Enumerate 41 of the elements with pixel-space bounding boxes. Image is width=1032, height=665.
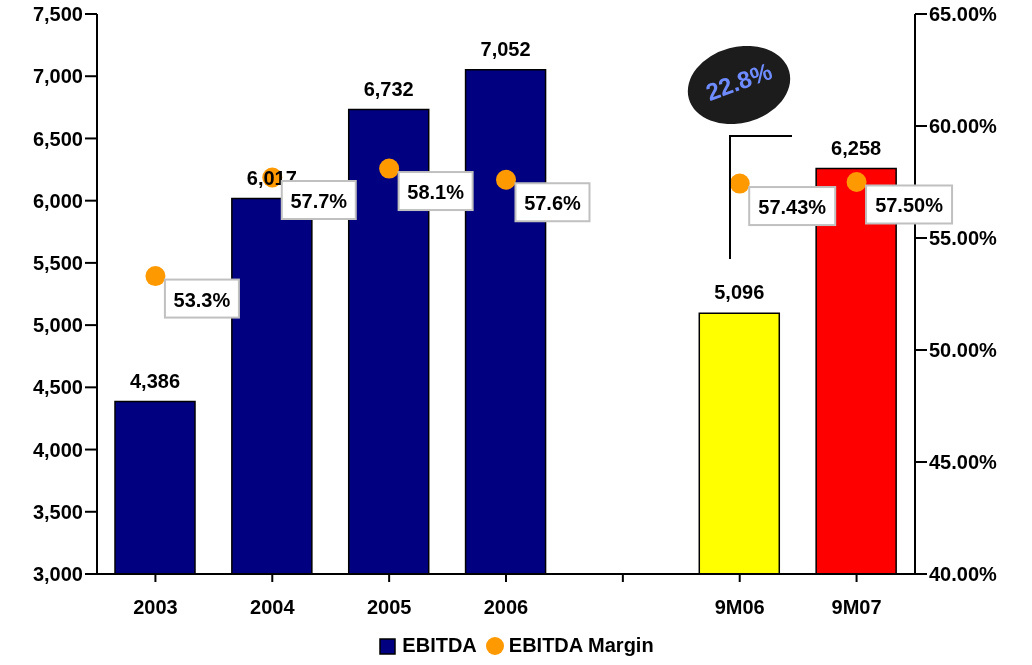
data-label: 6,258 (831, 136, 882, 159)
y-tick-label: 3,500 (32, 500, 83, 523)
data-label: 6,732 (363, 77, 414, 100)
annotation: 22.8% (701, 56, 777, 108)
point (846, 172, 867, 192)
y2-tick-label: 45.00% (929, 451, 998, 474)
y-tick-label: 3,000 (32, 563, 83, 586)
x-tick-label: 9M07 (831, 596, 882, 619)
data-label: 53.3% (173, 288, 231, 311)
data-label: 57.50% (875, 194, 944, 217)
legend-label: EBITDA Margin (507, 634, 654, 657)
y2-tick-label: 55.00% (929, 227, 998, 250)
y-tick-label: 4,000 (32, 438, 83, 461)
legend-label: EBITDA (401, 634, 477, 657)
y2-tick-label: 40.00% (929, 563, 998, 586)
point (496, 169, 516, 190)
x-tick-label: 2006 (483, 596, 529, 619)
data-label: 5,096 (714, 281, 765, 304)
y2-tick-label: 50.00% (929, 339, 998, 362)
point (145, 266, 166, 287)
y-tick-label: 4,500 (32, 376, 83, 399)
x-tick-label: 2004 (250, 596, 296, 619)
point (729, 173, 750, 194)
data-label: 58.1% (407, 181, 465, 204)
data-label: 7,052 (480, 37, 531, 60)
y-tick-label: 6,000 (32, 189, 83, 212)
y2-tick-label: 60.00% (929, 115, 998, 138)
y2-tick-label: 65.00% (929, 3, 998, 26)
data-label: 4,386 (129, 369, 181, 392)
point (379, 158, 400, 179)
x-tick-label: 2005 (366, 596, 412, 619)
y-tick-label: 7,000 (32, 65, 83, 88)
x-tick-label: 2003 (133, 596, 178, 619)
data-label: 57.7% (290, 190, 348, 213)
y-tick-label: 7,500 (32, 3, 83, 26)
y-tick-label: 5,000 (32, 314, 83, 337)
y-tick-label: 6,500 (32, 127, 83, 150)
data-label: 57.43% (758, 196, 827, 219)
x-tick-label: 9M06 (714, 596, 765, 619)
data-label: 57.6% (524, 192, 582, 215)
y-tick-label: 5,500 (32, 251, 83, 274)
